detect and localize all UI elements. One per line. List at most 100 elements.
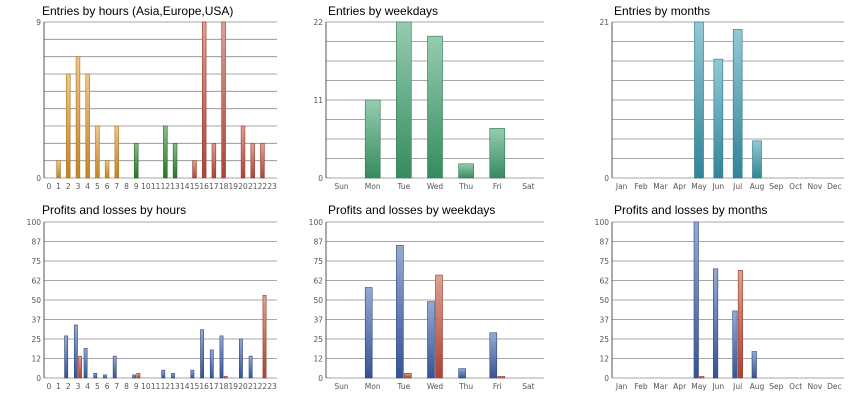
x-tick-label: Dec [827, 382, 842, 391]
bar [427, 35, 443, 179]
x-tick-label: 9 [134, 382, 139, 391]
bar [112, 355, 117, 379]
y-tick-label: 0 [604, 374, 609, 383]
bar [713, 58, 724, 179]
y-tick-label: 87 [31, 238, 41, 247]
bar [427, 301, 435, 379]
x-tick-label: 18 [219, 182, 229, 191]
x-tick-label: 21 [248, 182, 258, 191]
bar [260, 143, 265, 179]
chart-canvas-entries-by-hours: 900 1 2 3 4 5 6 7 8 9 10 11 12 13 14 15 16 17 18 19 20 21 22 23 [36, 18, 277, 191]
bar [396, 245, 404, 379]
y-tick-label: 0 [604, 174, 609, 183]
x-tick-label: May [691, 382, 707, 391]
y-tick-label: 12 [313, 355, 323, 364]
loss-bar [78, 355, 82, 379]
x-tick-label: 14 [180, 382, 190, 391]
x-tick-label: Jun [711, 382, 724, 391]
x-tick-label: 6 [105, 182, 110, 191]
loss-bar [699, 376, 705, 379]
x-tick-label: Oct [789, 382, 802, 391]
x-tick-label: 5 [95, 182, 100, 191]
bar [93, 373, 98, 379]
x-tick-label: Sep [769, 382, 783, 391]
bar [694, 21, 704, 179]
chart-profits-losses-by-weekdays: Profits and losses by weekdays 100 87 75 62… [309, 203, 556, 398]
x-tick-label: Mon [365, 382, 381, 391]
y-tick-label: 50 [599, 296, 609, 305]
chart-canvas-entries-by-weekdays: 22 11 0 Sun Mon Tue Wed Thu Fri Sat [313, 18, 544, 191]
bar [132, 374, 137, 379]
x-tick-label: 4 [85, 382, 90, 391]
y-tick-label: 0 [318, 174, 323, 183]
chart-canvas-profits-losses-by-months: 100 87 75 62 50 37 25 12 0 Jan Feb Mar Apr May Jun Jul A… [595, 218, 844, 391]
y-tick-label: 100 [27, 218, 42, 227]
x-tick-label: Mar [653, 182, 668, 191]
x-tick-label: 12 [161, 182, 171, 191]
y-tick-label: 87 [313, 238, 323, 247]
x-tick-label: Nov [808, 182, 823, 191]
x-tick-label: Jan [615, 382, 628, 391]
y-tick-label: 22 [313, 18, 323, 27]
x-tick-label: 11 [151, 182, 161, 191]
x-tick-label: Mon [365, 182, 381, 191]
bar [64, 335, 69, 379]
y-tick-label: 100 [595, 218, 610, 227]
x-tick-label: Tue [396, 182, 410, 191]
y-tick-label: 0 [318, 374, 323, 383]
y-tick-label: 9 [36, 18, 41, 27]
x-tick-label: 3 [76, 382, 81, 391]
x-tick-label: 17 [209, 382, 219, 391]
y-tick-label: 25 [31, 335, 41, 344]
loss-bar [404, 373, 412, 379]
x-tick-label: Thu [458, 182, 473, 191]
x-tick-label: Oct [789, 182, 802, 191]
bar [751, 351, 757, 379]
loss-bar [737, 270, 743, 379]
bar [219, 335, 224, 379]
chart-title: Entries by weekdays [328, 4, 439, 18]
x-tick-label: 23 [267, 382, 277, 391]
bar [250, 143, 255, 179]
x-tick-label: Sun [334, 182, 349, 191]
x-tick-label: 19 [229, 382, 239, 391]
x-tick-label: 16 [199, 182, 209, 191]
x-tick-label: 9 [134, 182, 139, 191]
y-tick-label: 50 [313, 296, 323, 305]
loss-bar [435, 274, 443, 379]
x-tick-label: 8 [124, 382, 129, 391]
x-tick-label: 2 [66, 382, 71, 391]
x-tick-label: Aug [750, 382, 765, 391]
bar [693, 221, 699, 379]
y-tick-label: 62 [31, 277, 41, 286]
x-tick-label: Wed [427, 182, 444, 191]
bar [104, 160, 110, 179]
x-tick-label: 1 [56, 382, 61, 391]
y-tick-label: 11 [313, 96, 323, 105]
x-tick-label: 2 [66, 182, 71, 191]
chart-profits-losses-by-months: Profits and losses by months 100 87 75 62 50… [595, 203, 852, 398]
x-tick-label: Sep [769, 182, 783, 191]
bar [190, 369, 195, 379]
x-tick-label: Feb [634, 182, 648, 191]
chart-entries-by-weekdays: Entries by weekdays 22 11 0 Sun Mon Tue Wed Thu… [313, 4, 556, 194]
x-tick-label: 15 [190, 182, 200, 191]
x-tick-label: Jun [711, 182, 724, 191]
chart-canvas-profits-losses-by-weekdays: 100 87 75 62 50 37 25 12 0 Sun Mon Tue Wed Thu Fri Sat [309, 218, 544, 391]
bar [114, 125, 120, 179]
bar [75, 56, 81, 179]
x-tick-label: 22 [258, 182, 268, 191]
bar [161, 369, 166, 379]
x-tick-label: 6 [105, 382, 110, 391]
y-tick-label: 37 [31, 316, 41, 325]
chart-title: Profits and losses by weekdays [328, 203, 496, 217]
bar [103, 374, 107, 379]
bar [732, 310, 738, 379]
y-tick-label: 12 [599, 355, 609, 364]
bar [83, 348, 88, 379]
y-tick-label: 75 [313, 257, 323, 266]
x-tick-label: Nov [808, 382, 823, 391]
y-tick-label: 0 [36, 374, 41, 383]
